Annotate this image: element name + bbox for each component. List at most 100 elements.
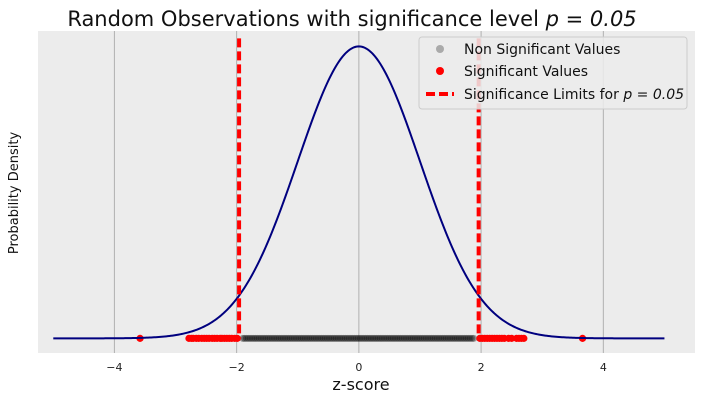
non-significant-point bbox=[294, 334, 302, 342]
non-significant-point bbox=[424, 334, 432, 342]
non-significant-point bbox=[451, 334, 459, 342]
non-significant-point bbox=[356, 334, 364, 342]
non-significant-point bbox=[444, 334, 452, 342]
non-significant-point bbox=[283, 334, 291, 342]
non-significant-point bbox=[343, 334, 351, 342]
non-significant-point bbox=[259, 334, 267, 342]
non-significant-point bbox=[400, 334, 408, 342]
non-significant-point bbox=[257, 334, 265, 342]
non-significant-point bbox=[312, 334, 320, 342]
non-significant-point bbox=[406, 334, 414, 342]
non-significant-point bbox=[407, 334, 415, 342]
non-significant-point bbox=[248, 334, 256, 342]
significance-limit-lines bbox=[237, 38, 481, 339]
non-significant-point bbox=[376, 334, 384, 342]
normal-curve bbox=[53, 45, 665, 340]
y-axis-label: Probability Density bbox=[7, 132, 22, 255]
non-significant-point bbox=[396, 334, 404, 342]
non-significant-point bbox=[387, 334, 395, 342]
non-significant-point bbox=[371, 334, 379, 342]
x-tick-labels: −4 −2 0 2 4 bbox=[106, 361, 607, 374]
non-significant-point bbox=[391, 334, 399, 342]
non-significant-point bbox=[246, 334, 254, 342]
non-significant-point bbox=[340, 334, 348, 342]
non-significant-point bbox=[352, 334, 360, 342]
non-significant-point bbox=[362, 334, 370, 342]
non-significant-point bbox=[418, 334, 426, 342]
non-significant-point bbox=[332, 334, 340, 342]
non-significant-point bbox=[316, 334, 324, 342]
non-significant-point bbox=[422, 334, 430, 342]
non-significant-point bbox=[285, 334, 293, 342]
non-significant-point bbox=[457, 334, 465, 342]
x-tick-label: −4 bbox=[106, 361, 122, 374]
non-significant-point bbox=[373, 334, 381, 342]
non-significant-point bbox=[318, 334, 326, 342]
non-significant-point bbox=[292, 334, 300, 342]
non-significant-point bbox=[349, 334, 357, 342]
non-significant-point bbox=[442, 334, 450, 342]
non-significant-points bbox=[239, 334, 478, 342]
non-significant-point bbox=[470, 334, 478, 342]
non-significant-point bbox=[308, 334, 316, 342]
non-significant-point bbox=[363, 334, 371, 342]
non-significant-point bbox=[411, 334, 419, 342]
legend-label-non-significant: Non Significant Values bbox=[464, 42, 620, 58]
non-significant-point bbox=[319, 334, 327, 342]
non-significant-point bbox=[268, 334, 276, 342]
non-significant-point bbox=[314, 334, 322, 342]
non-significant-point bbox=[325, 334, 333, 342]
non-significant-point bbox=[270, 334, 278, 342]
non-significant-point bbox=[244, 334, 252, 342]
non-significant-point bbox=[448, 334, 456, 342]
legend-marker-significant bbox=[436, 67, 444, 75]
non-significant-point bbox=[404, 334, 412, 342]
non-significant-point bbox=[323, 334, 331, 342]
non-significant-point bbox=[329, 334, 337, 342]
non-significant-point bbox=[255, 334, 263, 342]
non-significant-point bbox=[380, 334, 388, 342]
non-significant-point bbox=[468, 334, 476, 342]
non-significant-point bbox=[433, 334, 441, 342]
non-significant-point bbox=[462, 334, 470, 342]
non-significant-point bbox=[286, 334, 294, 342]
non-significant-point bbox=[253, 334, 261, 342]
non-significant-point bbox=[409, 334, 417, 342]
non-significant-point bbox=[461, 334, 469, 342]
non-significant-point bbox=[431, 334, 439, 342]
non-significant-point bbox=[413, 334, 421, 342]
non-significant-point bbox=[336, 334, 344, 342]
non-significant-point bbox=[389, 334, 397, 342]
legend: Non Significant Values Significant Value… bbox=[418, 36, 688, 110]
non-significant-point bbox=[338, 334, 346, 342]
x-tick-label: 2 bbox=[478, 361, 485, 374]
non-significant-point bbox=[303, 334, 311, 342]
non-significant-point bbox=[435, 334, 443, 342]
non-significant-point bbox=[398, 334, 406, 342]
non-significant-point bbox=[453, 334, 461, 342]
non-significant-point bbox=[367, 334, 375, 342]
non-significant-point bbox=[426, 334, 434, 342]
non-significant-point bbox=[263, 334, 271, 342]
x-tick-label: 0 bbox=[355, 361, 362, 374]
non-significant-point bbox=[345, 334, 353, 342]
non-significant-point bbox=[420, 334, 428, 342]
non-significant-point bbox=[439, 334, 447, 342]
non-significant-point bbox=[450, 334, 458, 342]
non-significant-point bbox=[321, 334, 329, 342]
significant-point bbox=[520, 334, 528, 342]
non-significant-point bbox=[341, 334, 349, 342]
non-significant-point bbox=[395, 334, 403, 342]
non-significant-point bbox=[274, 334, 282, 342]
non-significant-point bbox=[428, 334, 436, 342]
x-axis-label: z-score bbox=[332, 375, 389, 394]
non-significant-point bbox=[415, 334, 423, 342]
legend-box bbox=[418, 36, 688, 110]
non-significant-point bbox=[261, 334, 269, 342]
non-significant-point bbox=[455, 334, 463, 342]
non-significant-point bbox=[334, 334, 342, 342]
non-significant-point bbox=[277, 334, 285, 342]
non-significant-point bbox=[290, 334, 298, 342]
non-significant-point bbox=[440, 334, 448, 342]
